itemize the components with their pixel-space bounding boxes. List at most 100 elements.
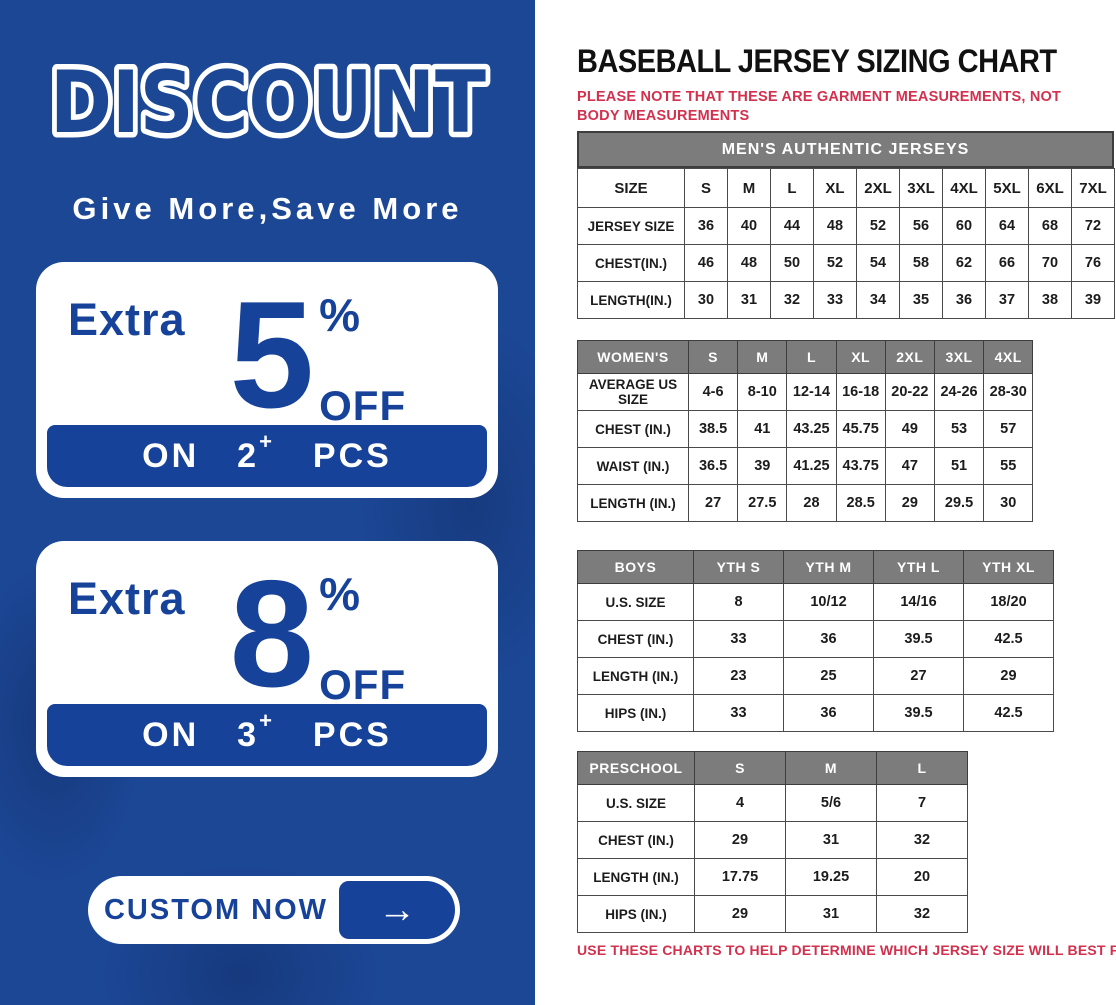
size-value-cell: 10/12 [783,583,874,621]
size-value-cell: 18/20 [963,583,1054,621]
size-value-cell: 33 [693,694,784,732]
garment-measurements-note: PLEASE NOTE THAT THESE ARE GARMENT MEASU… [577,89,1062,124]
qty-value: 3 [237,715,260,754]
off-label: OFF [319,661,407,708]
size-value-cell: 39 [737,447,788,485]
row-label: WAIST (IN.) [577,447,689,485]
preschool-sizing-table: PRESCHOOL S M L U.S. SIZE 4 5/6 7 CHEST (IN.) 29 3… [577,751,968,933]
size-column-header: M [737,340,788,374]
size-value-cell: 39.5 [873,694,964,732]
plus-icon: + [259,428,275,454]
table-row: HIPS (IN.) 33 36 39.5 42.5 [577,694,1054,732]
table-header-row: SIZE S M L XL 2XL 3XL 4XL 5XL 6XL 7XL [577,168,1115,208]
size-value-cell: 37 [985,281,1029,319]
size-value-cell: 41.25 [786,447,837,485]
size-value-cell: 19.25 [785,858,877,896]
size-value-cell: 42.5 [963,620,1054,658]
size-value-cell: 35 [899,281,943,319]
size-value-cell: 31 [785,895,877,933]
table-row: CHEST (IN.) 33 36 39.5 42.5 [577,620,1054,658]
size-value-cell: 36 [783,620,874,658]
size-value-cell: 68 [1028,207,1072,245]
qty-value: 2 [237,436,260,475]
size-value-cell: 36 [942,281,986,319]
custom-now-button[interactable]: CUSTOM NOW → [88,876,460,944]
size-column-header: L [876,751,968,785]
size-value-cell: 32 [876,895,968,933]
row-label: CHEST (IN.) [577,821,695,859]
size-value-cell: 52 [813,244,857,282]
size-value-cell: 32 [876,821,968,859]
size-value-cell: 14/16 [873,583,964,621]
size-value-cell: 40 [727,207,771,245]
size-value-cell: 49 [884,410,935,448]
size-value-cell: 44 [770,207,814,245]
percent-icon: % [319,568,361,620]
banner-subtitle: Give More,Save More [72,191,463,226]
size-value-cell: 20 [876,858,968,896]
size-value-cell: 29 [694,895,786,933]
size-value-cell: 46 [684,244,728,282]
percent-icon: % [319,289,361,341]
size-value-cell: 36 [783,694,874,732]
custom-now-label: CUSTOM NOW [103,893,329,926]
size-value-cell: 5/6 [785,784,877,822]
size-value-cell: 43.25 [786,410,837,448]
size-value-cell: 8 [693,583,784,621]
size-value-cell: 29 [963,657,1054,695]
row-label: CHEST (IN.) [577,410,689,448]
size-column-header: M [785,751,877,785]
size-value-cell: 7 [876,784,968,822]
size-value-cell: 28.5 [835,484,886,522]
size-value-cell: 52 [856,207,900,245]
size-value-cell: 57 [983,410,1034,448]
size-value-cell: 55 [983,447,1034,485]
size-column-header: S [684,168,728,208]
table-row: CHEST (IN.) 38.5 41 43.25 45.75 49 53 57 [577,410,1034,448]
size-value-cell: 17.75 [694,858,786,896]
on-label: ON [142,715,200,754]
size-value-cell: 53 [933,410,985,448]
sizing-chart-title: BASEBALL JERSEY SIZING CHART [577,44,1057,80]
table-row: CHEST(IN.) 46 48 50 52 54 58 62 66 70 76 [577,244,1115,282]
size-value-cell: 42.5 [963,694,1054,732]
size-value-cell: 4 [694,784,786,822]
table-header-row: WOMEN'S S M L XL 2XL 3XL 4XL [577,340,1034,374]
size-value-cell: 4-6 [687,373,739,411]
row-label: LENGTH (IN.) [577,484,689,522]
table-row: CHEST (IN.) 29 31 32 [577,821,968,859]
table-row: LENGTH(IN.) 30 31 32 33 34 35 36 37 38 39 [577,281,1115,319]
size-value-cell: 70 [1028,244,1072,282]
womens-sizing-table: WOMEN'S S M L XL 2XL 3XL 4XL AVERAGE US SIZE 4-6 8… [577,340,1034,522]
row-label: HIPS (IN.) [577,895,695,933]
size-column-header: XL [835,340,886,374]
size-column-header: 3XL [933,340,985,374]
qty-group: 2+ [237,430,275,476]
size-value-cell: 31 [727,281,771,319]
size-value-cell: 23 [693,657,784,695]
size-value-cell: 58 [899,244,943,282]
size-column-header: 4XL [942,168,986,208]
on-label: ON [142,436,200,475]
row-label: LENGTH(IN.) [577,281,685,319]
row-label: CHEST(IN.) [577,244,685,282]
row-label: LENGTH (IN.) [577,657,694,695]
size-value-cell: 36 [684,207,728,245]
size-column-header: 5XL [985,168,1029,208]
size-value-cell: 29.5 [933,484,985,522]
offer-card-8pct: Extra 8 % OFF ON 3+ PCS [36,541,498,777]
off-label: OFF [319,382,407,429]
table-row: LENGTH (IN.) 17.75 19.25 20 [577,858,968,896]
size-value-cell: 64 [985,207,1029,245]
size-value-cell: 24-26 [933,373,985,411]
size-value-cell: 16-18 [835,373,886,411]
offer-extra-label: Extra [68,294,186,345]
table-corner-header: BOYS [577,550,694,584]
size-value-cell: 45.75 [835,410,886,448]
table-row: AVERAGE US SIZE 4-6 8-10 12-14 16-18 20-22 24-… [577,373,1034,411]
size-value-cell: 30 [983,484,1034,522]
table-row: U.S. SIZE 4 5/6 7 [577,784,968,822]
table-row: JERSEY SIZE 36 40 44 48 52 56 60 64 68 72 [577,207,1115,245]
size-value-cell: 60 [942,207,986,245]
